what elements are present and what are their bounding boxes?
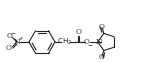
- Text: −: −: [10, 30, 15, 35]
- Text: N: N: [96, 38, 102, 46]
- Text: O: O: [98, 53, 104, 61]
- Text: +: +: [18, 37, 22, 41]
- Text: N: N: [14, 37, 20, 46]
- Text: O: O: [6, 45, 12, 52]
- Text: O: O: [84, 38, 90, 46]
- Text: −: −: [87, 43, 92, 48]
- Text: O: O: [98, 23, 104, 31]
- Text: O: O: [7, 32, 12, 39]
- Text: CH$_2$: CH$_2$: [57, 37, 73, 47]
- Text: O: O: [76, 28, 82, 36]
